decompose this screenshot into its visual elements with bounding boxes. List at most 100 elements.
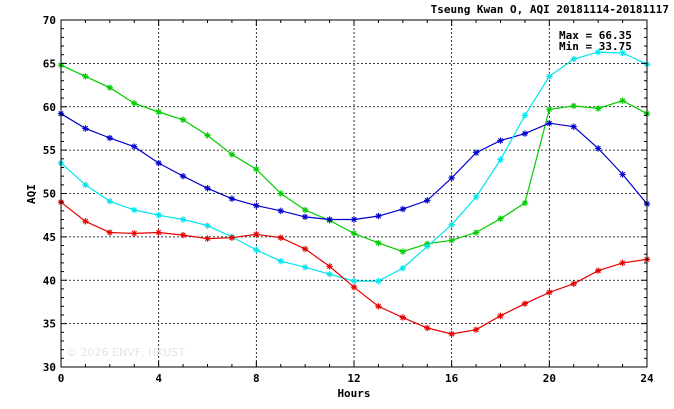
data-point (619, 97, 626, 104)
data-point (448, 221, 455, 228)
data-point (546, 73, 553, 80)
data-point (204, 185, 211, 192)
data-point (155, 108, 162, 116)
data-point (326, 263, 333, 270)
data-point (399, 314, 407, 321)
x-axis-title: Hours (337, 387, 370, 400)
data-point (301, 213, 309, 221)
data-point (424, 243, 431, 250)
data-point (82, 218, 89, 225)
data-point (277, 190, 284, 197)
data-point (82, 125, 89, 132)
data-point (570, 55, 577, 63)
data-point (350, 277, 358, 285)
data-point (448, 174, 455, 182)
data-point (155, 211, 162, 219)
data-point (375, 212, 382, 220)
data-point (546, 289, 553, 296)
y-tick-label: 50 (43, 188, 56, 201)
watermark: © 2026 ENVF, HKUST (66, 346, 185, 359)
data-point (448, 330, 455, 338)
data-point (497, 156, 504, 163)
data-point (179, 216, 187, 223)
data-point (301, 245, 309, 253)
data-point (375, 277, 382, 285)
data-point (448, 237, 455, 244)
y-tick-label: 30 (43, 361, 56, 374)
data-point (131, 206, 138, 214)
y-tick-label: 70 (43, 14, 56, 27)
data-point (521, 199, 529, 207)
data-point (82, 73, 89, 80)
y-tick-label: 55 (43, 144, 56, 157)
data-point (131, 143, 138, 150)
min-annotation: Min = 33.75 (559, 40, 632, 53)
series-3 (57, 48, 651, 285)
data-point (228, 151, 236, 158)
data-point (619, 259, 626, 267)
data-point (497, 312, 504, 320)
y-tick-label: 45 (43, 231, 56, 244)
x-tick-label: 8 (253, 372, 260, 385)
data-point (253, 202, 260, 209)
data-point (301, 206, 309, 214)
data-point (326, 270, 333, 278)
data-point (497, 215, 504, 222)
data-point (204, 132, 211, 139)
data-point (301, 264, 309, 271)
series-2 (57, 110, 651, 223)
data-point (228, 234, 236, 241)
data-point (179, 116, 187, 123)
data-point (546, 106, 553, 113)
data-point (204, 222, 211, 229)
data-point (619, 49, 626, 57)
data-point (375, 239, 382, 247)
x-tick-label: 24 (640, 372, 654, 385)
data-point (497, 137, 504, 144)
x-tick-label: 4 (155, 372, 162, 385)
x-tick-label: 12 (347, 372, 360, 385)
data-point (131, 230, 138, 237)
data-point (326, 216, 333, 223)
data-point (472, 229, 480, 236)
chart-title: Tseung Kwan O, AQI 20181114-20181117 (431, 3, 669, 16)
data-point (546, 120, 553, 127)
data-point (350, 230, 358, 237)
tick-layer (60, 19, 648, 368)
data-point (179, 231, 187, 239)
data-point (106, 134, 114, 142)
data-point (350, 283, 358, 291)
data-point (106, 229, 114, 236)
data-point (106, 84, 114, 91)
data-point (424, 197, 431, 204)
data-point (155, 159, 162, 167)
data-point (253, 231, 260, 238)
data-point (570, 280, 577, 287)
data-point (399, 205, 407, 213)
y-tick-label: 35 (43, 318, 56, 331)
data-point (594, 105, 602, 112)
y-tick-label: 60 (43, 101, 56, 114)
y-tick-label: 65 (43, 57, 56, 70)
data-point (277, 207, 284, 215)
tick-labels: 0 4 8 12 16 20 24 30 35 40 45 50 55 60 65 70 (43, 14, 654, 385)
data-point (228, 195, 236, 202)
y-tick-label: 40 (43, 274, 56, 287)
data-point (521, 300, 529, 307)
data-point (179, 172, 187, 180)
max-annotation: Max = 66.35 (559, 29, 632, 42)
data-point (594, 48, 602, 56)
data-point (277, 234, 284, 241)
data-point (594, 267, 602, 274)
data-point (399, 264, 407, 272)
data-point (570, 102, 577, 110)
data-point (375, 303, 382, 310)
data-point (350, 216, 358, 223)
data-point (106, 198, 114, 205)
x-tick-label: 16 (445, 372, 459, 385)
data-point (155, 229, 162, 236)
y-axis-title: AQI (25, 184, 38, 204)
data-point (204, 235, 211, 242)
series-line (60, 51, 648, 282)
